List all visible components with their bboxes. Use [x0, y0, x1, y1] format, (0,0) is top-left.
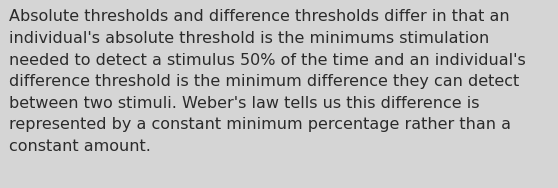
Text: Absolute thresholds and difference thresholds differ in that an
individual's abs: Absolute thresholds and difference thres… [9, 9, 526, 154]
